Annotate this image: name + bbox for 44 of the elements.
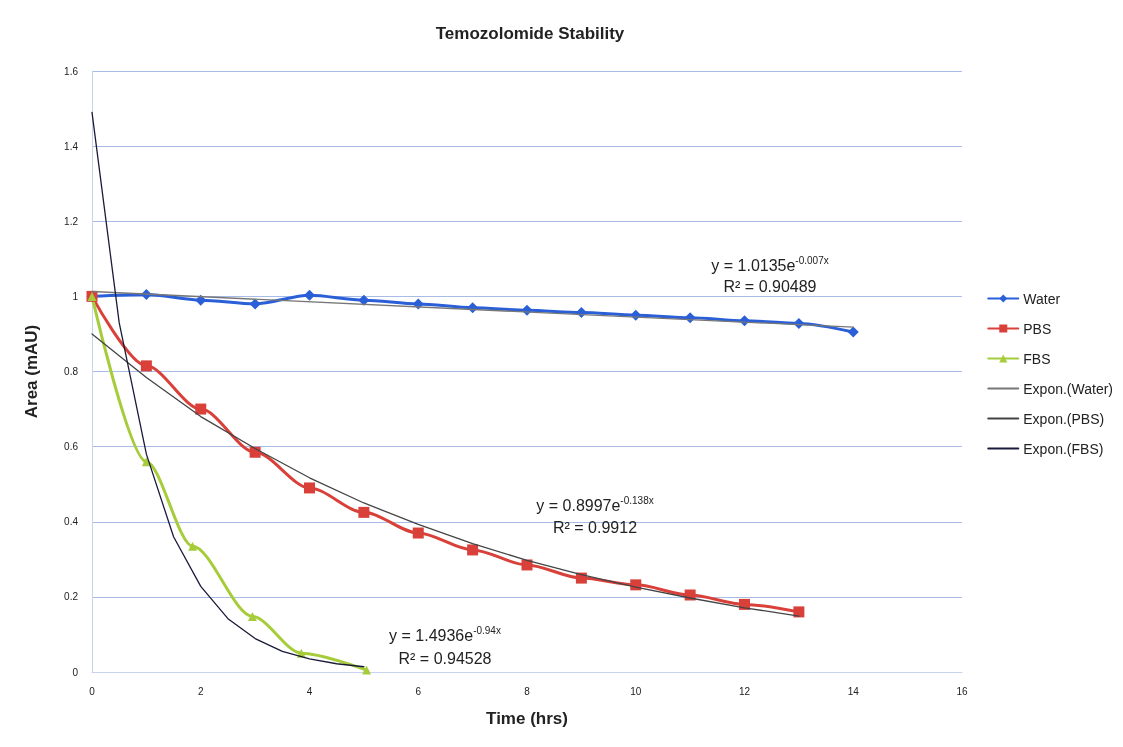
y-tick-label: 1.4 (64, 140, 79, 152)
y-tick-label: 0.2 (64, 591, 79, 603)
point (140, 360, 152, 372)
point (188, 541, 198, 551)
y-tick-label: 1 (72, 290, 79, 302)
y-tick-label: 0.6 (64, 441, 79, 453)
x-tick-label: 6 (415, 685, 422, 697)
y-tick-label: 1.2 (64, 215, 79, 227)
point (304, 289, 315, 301)
x-tick-label: 8 (524, 685, 531, 697)
annotation: R² = 0.90489 (723, 277, 817, 295)
point (249, 298, 261, 310)
point (362, 665, 372, 675)
point (195, 403, 207, 415)
legend-label: Water (1023, 290, 1061, 307)
x-axis-title: Time (hrs) (486, 709, 568, 728)
point (304, 482, 315, 494)
y-tick-label: 0.8 (64, 366, 79, 377)
x-tick-label: 12 (738, 685, 751, 697)
x-tick-label: 4 (306, 685, 313, 697)
x-tick-label: 0 (89, 685, 96, 697)
point (467, 544, 479, 556)
point (847, 326, 859, 338)
x-tick-label: 14 (847, 685, 860, 697)
y-tick-label: 0.4 (64, 516, 79, 528)
legend-label: Expon.(Water) (1023, 380, 1114, 397)
point (358, 506, 370, 518)
point (412, 527, 424, 539)
y-tick-label: 1.6 (64, 65, 79, 77)
legend-label: FBS (1023, 350, 1051, 367)
annotation: R² = 0.94528 (398, 649, 492, 667)
legend-label: PBS (1023, 320, 1052, 337)
legend-label: Expon.(PBS) (1023, 410, 1105, 427)
y-tick-label: 0 (72, 666, 79, 678)
x-tick-label: 10 (630, 685, 642, 697)
annotation: R² = 0.9912 (552, 518, 638, 536)
y-axis-title: Area (mAU) (22, 324, 41, 419)
point (247, 611, 257, 621)
x-tick-label: 2 (197, 685, 204, 697)
point (793, 606, 805, 618)
legend-label: Expon.(FBS) (1023, 440, 1104, 457)
chart-title: Temozolomide Stability (435, 24, 625, 43)
point (249, 446, 261, 458)
x-tick-label: 16 (956, 685, 968, 697)
